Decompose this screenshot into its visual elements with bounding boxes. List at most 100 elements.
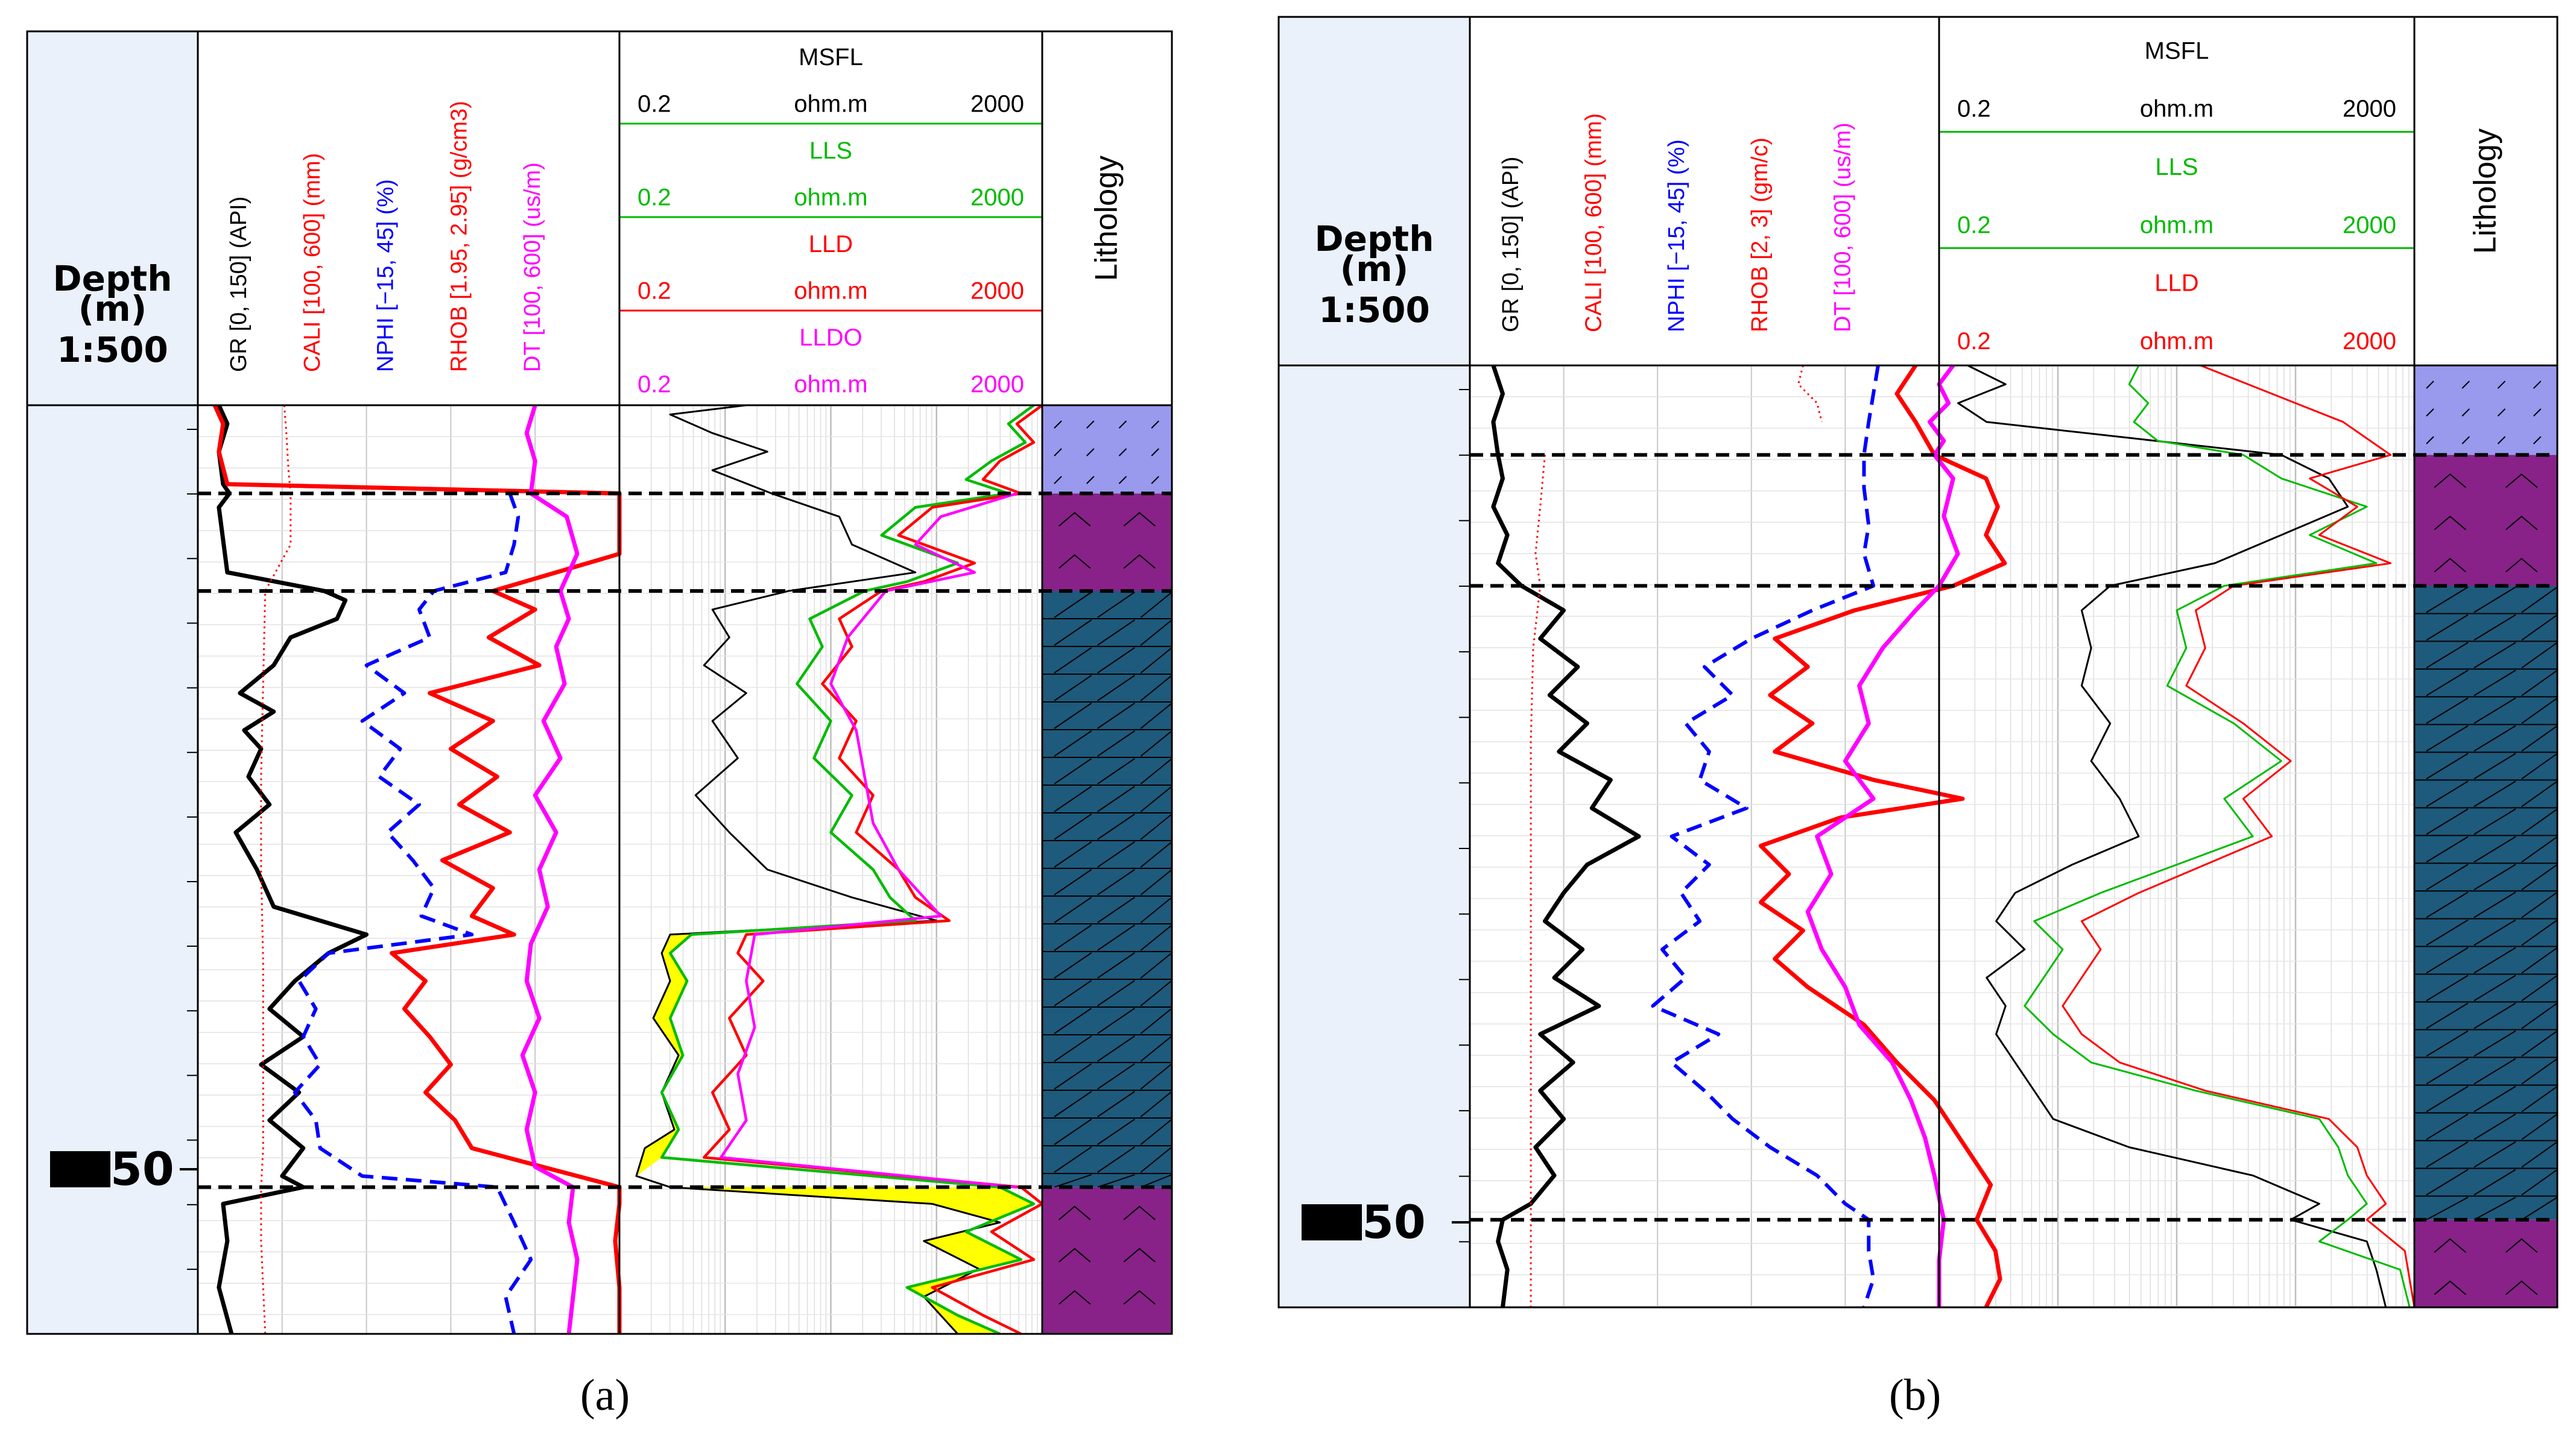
lith-caret: [1123, 554, 1156, 569]
res-header-lls: LLS: [809, 137, 852, 164]
lith-caret: [1123, 1205, 1156, 1221]
lith-diag: [2521, 1113, 2558, 1140]
curve-lls: [660, 404, 1036, 1336]
lithology-title: Lithology: [1089, 156, 1124, 281]
lith-diag: [2473, 669, 2516, 696]
lith-diag: [2473, 697, 2516, 724]
lith-diag: [2473, 1058, 2516, 1085]
res-header-lls: LLS: [2155, 154, 2198, 180]
res-min: 0.2: [1957, 96, 1991, 122]
lith-diag: [2426, 1196, 2469, 1221]
lithology-pattern: [1059, 1205, 1156, 1305]
fill-msfl-lls: [670, 1187, 1034, 1334]
lith-diag: [1140, 924, 1172, 951]
res-max: 2000: [2343, 212, 2396, 238]
lith-diag: [1140, 952, 1172, 979]
lith-caret: [1123, 1248, 1156, 1263]
lith-diag: [1054, 1008, 1092, 1034]
lith-diag: [2473, 753, 2516, 780]
panel-b: Depth(m)1:500 50 GR [0, 150] (API) CALI [10…: [1277, 16, 2559, 1309]
res-min: 0.2: [638, 184, 671, 210]
lith-diag: [1054, 1174, 1092, 1188]
lith-tick: [2497, 381, 2506, 389]
depth-scale: 1:500: [1318, 289, 1430, 330]
lith-diag: [1140, 786, 1172, 812]
lith-caret: [1059, 554, 1091, 569]
lith-diag: [1054, 1091, 1092, 1117]
lith-diag: [1097, 869, 1135, 895]
panel-frame: [1277, 16, 2559, 1309]
lith-diag: [1054, 730, 1092, 757]
lithology-blue: [2414, 365, 2557, 455]
lith-tick: [2497, 408, 2506, 417]
lith-diag: [1054, 841, 1092, 868]
lithology-blue: [1042, 405, 1172, 494]
lith-diag: [1097, 592, 1135, 618]
lithology-pattern: [2414, 586, 2558, 1221]
lith-diag: [1097, 1008, 1135, 1034]
lith-diag: [1140, 619, 1172, 646]
panel-a: Depth(m)1:500 50 GR [0, 150] (API) CALI [10…: [26, 30, 1173, 1336]
curve-header-gr: GR [0, 150] (API): [1498, 157, 1524, 332]
lith-diag: [1140, 897, 1172, 923]
lithology-purple: [2414, 455, 2557, 586]
lith-diag: [2426, 836, 2469, 863]
lithology-pattern: [1059, 511, 1156, 569]
lith-diag: [2521, 642, 2558, 669]
lith-tick: [1151, 448, 1159, 456]
lith-diag: [2426, 864, 2469, 891]
lith-diag: [2426, 974, 2469, 1002]
depth-scale: 1:500: [57, 329, 168, 370]
lith-caret: [2434, 1280, 2466, 1295]
res-unit: ohm.m: [794, 277, 867, 304]
lith-diag: [2473, 864, 2516, 891]
lith-diag: [2521, 586, 2558, 613]
res-min: 0.2: [1957, 212, 1991, 238]
lith-diag: [1097, 813, 1135, 840]
lith-tick: [1054, 420, 1062, 429]
caption-a: (a): [580, 1371, 630, 1420]
depth-unit: (m): [1340, 248, 1408, 289]
lith-diag: [2521, 669, 2558, 696]
lith-diag: [2473, 1196, 2516, 1221]
depth-marker-label: 50: [1362, 1195, 1426, 1249]
lith-tick: [2426, 436, 2434, 444]
res-unit: ohm.m: [2140, 212, 2214, 238]
lith-diag: [1140, 730, 1172, 757]
lith-diag: [1054, 647, 1092, 674]
lith-diag: [2521, 836, 2558, 863]
res-unit: ohm.m: [794, 371, 867, 397]
curve-rhob: [1758, 364, 2007, 1309]
depth-marker-box: [1302, 1204, 1362, 1240]
lith-diag: [1140, 703, 1172, 729]
lithology-purple: [2414, 1219, 2557, 1307]
lith-diag: [2426, 1113, 2469, 1140]
lith-diag: [2521, 974, 2558, 1002]
lith-tick: [2461, 408, 2470, 417]
lith-tick: [2533, 436, 2542, 444]
lith-diag: [2426, 697, 2469, 724]
curve-header-dt: DT [100, 600] (us/m): [520, 162, 545, 372]
lith-diag: [1054, 869, 1092, 895]
lith-diag: [2473, 1030, 2516, 1057]
res-unit: ohm.m: [2140, 328, 2214, 355]
lith-tick: [2461, 436, 2470, 444]
lith-diag: [2473, 725, 2516, 752]
lith-diag: [1097, 841, 1135, 868]
res-max: 2000: [970, 90, 1024, 117]
lith-diag: [2426, 780, 2469, 807]
lith-diag: [2426, 614, 2469, 641]
lith-diag: [2473, 1085, 2516, 1113]
curve-dt: [520, 404, 580, 1334]
lith-diag: [1140, 1091, 1172, 1117]
lith-diag: [2473, 586, 2516, 613]
frame-outer: [1277, 16, 2559, 1309]
depth-column-bg: [1279, 17, 1470, 1307]
lith-diag: [1140, 1008, 1172, 1034]
lith-caret: [1059, 1290, 1091, 1305]
lith-diag: [2473, 947, 2516, 974]
lith-diag: [2426, 1030, 2469, 1057]
panel-frame: [26, 30, 1173, 1335]
lith-caret: [2505, 516, 2538, 531]
lith-diag: [2473, 1002, 2516, 1029]
